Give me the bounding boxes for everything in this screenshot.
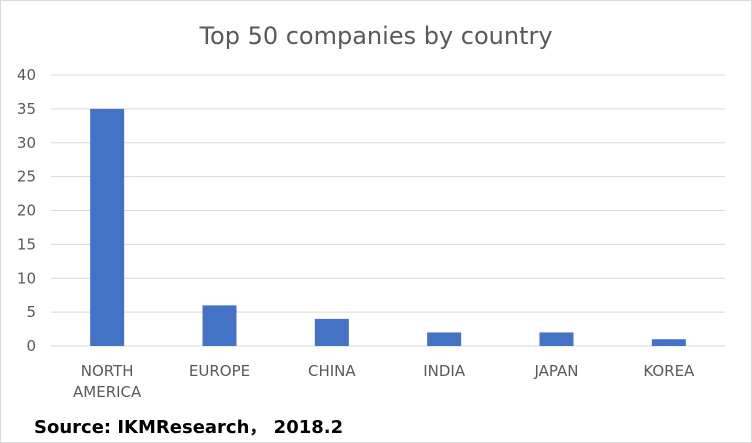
- x-axis-ticks: NORTH AMERICA EUROPE CHINA INDIA JAPAN KOREA: [73, 362, 695, 401]
- y-tick-label: 5: [26, 303, 36, 321]
- bar-europe: [202, 305, 237, 346]
- x-tick-label: NORTH AMERICA: [73, 362, 142, 401]
- y-tick-label: 15: [17, 235, 36, 253]
- x-tick-label: JAPAN: [534, 362, 579, 380]
- bar-korea: [651, 339, 686, 346]
- y-tick-label: 35: [17, 100, 36, 118]
- bars: [90, 108, 686, 346]
- y-tick-label: 25: [17, 168, 36, 186]
- y-tick-label: 10: [17, 269, 36, 287]
- y-tick-label: 40: [17, 66, 36, 84]
- x-tick-label: INDIA: [423, 362, 466, 380]
- bar-north-america: [90, 108, 125, 346]
- bar-india: [427, 332, 462, 346]
- bar-japan: [539, 332, 574, 346]
- y-axis-ticks: 0 5 10 15 20 25 30 35 40: [17, 66, 36, 355]
- chart-title: Top 50 companies by country: [199, 22, 553, 50]
- y-tick-label: 20: [17, 202, 36, 220]
- x-tick-label: CHINA: [308, 362, 356, 380]
- bar-china: [314, 318, 349, 346]
- y-tick-label: 0: [26, 337, 36, 355]
- y-tick-label: 30: [17, 134, 36, 152]
- x-tick-label: EUROPE: [189, 362, 250, 380]
- x-tick-label: KOREA: [643, 362, 695, 380]
- gridlines: [51, 74, 725, 347]
- source-note: Source: IKMResearch， 2018.2: [34, 417, 344, 438]
